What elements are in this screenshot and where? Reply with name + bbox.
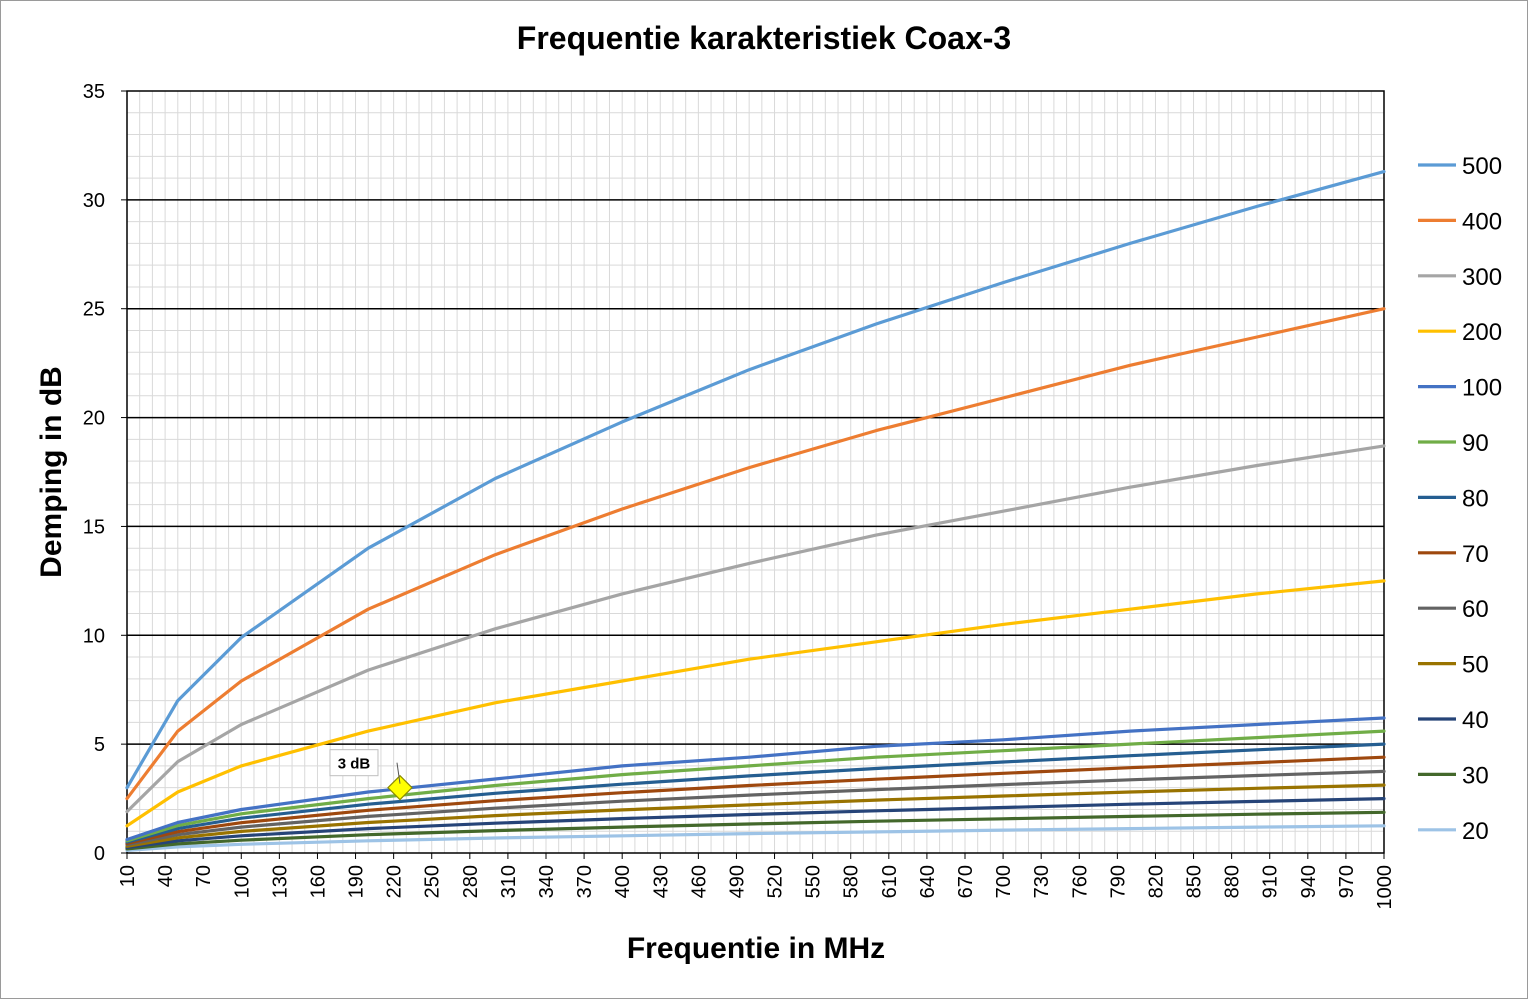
legend-label-300: 300 <box>1462 264 1502 291</box>
plot-area-border <box>126 90 1385 854</box>
series-line-30 <box>125 810 1386 851</box>
x-tick-label: 160 <box>307 865 329 898</box>
legend-label-100: 100 <box>1462 375 1502 402</box>
x-tick-label: 940 <box>1298 865 1320 898</box>
x-tick-label: 580 <box>841 865 863 898</box>
annotation-leader <box>396 762 401 784</box>
series-line-80 <box>125 742 1386 844</box>
legend-label-90: 90 <box>1462 430 1489 457</box>
x-tick-label: 700 <box>993 865 1015 898</box>
series-line-400 <box>125 307 1386 801</box>
x-tick-label: 820 <box>1145 865 1167 898</box>
x-tick-label: 790 <box>1107 865 1129 898</box>
x-tick-label: 40 <box>155 865 177 887</box>
annotation-box <box>329 749 379 777</box>
x-tick-label: 610 <box>879 865 901 898</box>
major-gridlines <box>127 199 1384 745</box>
y-tick-label: 0 <box>94 843 105 865</box>
x-tick-label: 310 <box>498 865 520 898</box>
series-line-20 <box>125 824 1386 853</box>
x-tick-label: 100 <box>231 865 253 898</box>
series-line-200 <box>125 579 1386 828</box>
x-tick-label: 730 <box>1031 865 1053 898</box>
y-tick-label: 35 <box>83 81 105 103</box>
x-tick-label: 220 <box>384 865 406 898</box>
legend-label-20: 20 <box>1462 818 1489 845</box>
y-tick-label: 20 <box>83 408 105 430</box>
x-tick-label: 490 <box>726 865 748 898</box>
x-axis: 10 40 70 100 130 160 190 220 250 280 310 340 370 400 4… <box>117 853 1396 910</box>
x-tick-label: 550 <box>803 865 825 898</box>
annotation-label: 3 dB <box>338 756 371 773</box>
x-tick-label: 850 <box>1184 865 1206 898</box>
x-tick-label: 880 <box>1222 865 1244 898</box>
y-axis: 0 5 10 15 20 25 30 35 <box>83 81 127 865</box>
x-tick-label: 10 <box>117 865 139 887</box>
legend-label-200: 200 <box>1462 319 1502 346</box>
x-tick-label: 640 <box>917 865 939 898</box>
x-tick-label: 1000 <box>1374 865 1396 910</box>
x-tick-label: 670 <box>955 865 977 898</box>
y-tick-label: 15 <box>83 516 105 538</box>
series-line-40 <box>125 796 1386 850</box>
x-tick-label: 70 <box>193 865 215 887</box>
series-line-70 <box>125 755 1386 846</box>
x-axis-label: Frequentie in MHz <box>626 932 886 965</box>
annotation-marker <box>387 774 413 801</box>
x-tick-label: 430 <box>650 865 672 898</box>
y-tick-label: 5 <box>94 734 105 756</box>
series-line-90 <box>125 729 1386 843</box>
x-tick-label: 400 <box>612 865 634 898</box>
legend-label-40: 40 <box>1462 707 1489 734</box>
minor-gridlines <box>126 90 1385 854</box>
x-tick-label: 130 <box>269 865 291 898</box>
x-tick-label: 340 <box>536 865 558 898</box>
y-tick-label: 10 <box>83 625 105 647</box>
x-tick-label: 970 <box>1336 865 1358 898</box>
x-tick-label: 520 <box>765 865 787 898</box>
x-tick-label: 280 <box>460 865 482 898</box>
legend-label-30: 30 <box>1462 762 1489 789</box>
series-lines <box>125 170 1386 853</box>
chart-title: Frequentie karakteristiek Coax-3 <box>516 20 1012 56</box>
legend-label-500: 500 <box>1462 153 1502 180</box>
x-tick-label: 760 <box>1069 865 1091 898</box>
x-tick-label: 250 <box>422 865 444 898</box>
x-tick-label: 370 <box>574 865 596 898</box>
series-line-50 <box>125 783 1386 848</box>
annotation: 3 dB <box>329 749 413 801</box>
legend-label-400: 400 <box>1462 208 1502 235</box>
x-tick-label: 190 <box>346 865 368 898</box>
y-tick-label: 25 <box>83 299 105 321</box>
x-tick-label: 910 <box>1260 865 1282 898</box>
legend-label-80: 80 <box>1462 485 1489 512</box>
x-tick-label: 460 <box>688 865 710 898</box>
legend-label-50: 50 <box>1462 652 1489 679</box>
legend: 500 400 300 200 100 90 80 70 60 50 40 30 20 <box>1418 153 1502 845</box>
series-line-60 <box>125 769 1386 847</box>
legend-label-70: 70 <box>1462 541 1489 568</box>
series-line-300 <box>125 444 1386 814</box>
series-line-100 <box>125 716 1386 842</box>
y-tick-label: 30 <box>83 190 105 212</box>
legend-label-60: 60 <box>1462 596 1489 623</box>
series-line-500 <box>125 170 1386 790</box>
